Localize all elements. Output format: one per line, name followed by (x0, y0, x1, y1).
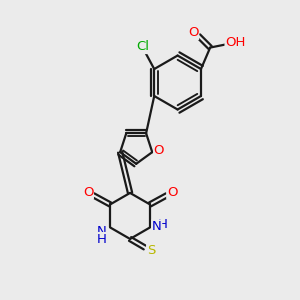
Text: H: H (158, 218, 168, 232)
Text: O: O (167, 186, 177, 199)
Text: N: N (152, 220, 162, 233)
Text: O: O (83, 186, 93, 199)
Text: O: O (154, 144, 164, 157)
Text: OH: OH (225, 37, 245, 50)
Text: H: H (97, 232, 107, 246)
Text: O: O (188, 26, 199, 39)
Text: Cl: Cl (137, 40, 150, 53)
Text: S: S (147, 244, 155, 257)
Text: N: N (97, 225, 107, 238)
